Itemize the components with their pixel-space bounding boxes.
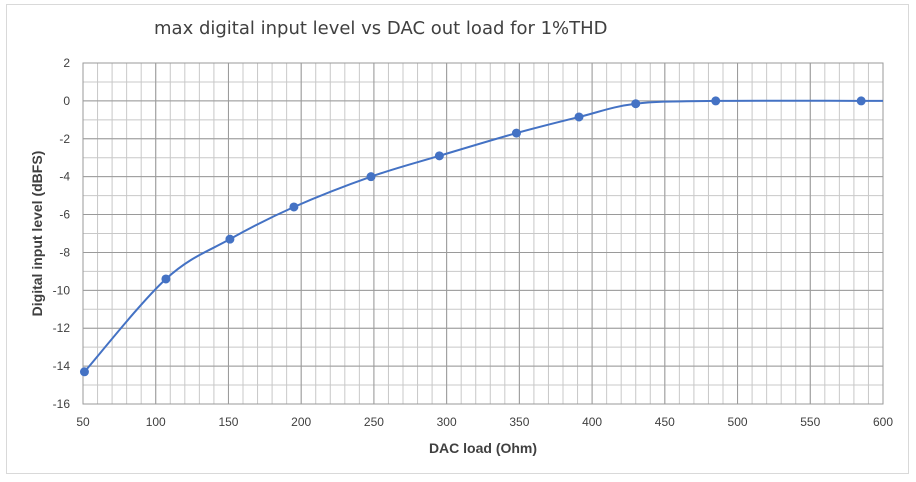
x-tick-label: 550 xyxy=(800,415,820,429)
data-point xyxy=(631,99,641,109)
x-tick-label: 450 xyxy=(655,415,675,429)
x-tick-label: 50 xyxy=(76,415,90,429)
y-tick-label: -6 xyxy=(59,208,70,222)
data-point xyxy=(711,96,721,106)
data-point xyxy=(289,202,299,212)
y-tick-label: -12 xyxy=(53,321,71,335)
x-tick-label: 600 xyxy=(873,415,893,429)
y-tick-label: -4 xyxy=(59,170,70,184)
data-point xyxy=(856,96,866,106)
chart-title: max digital input level vs DAC out load … xyxy=(154,18,608,39)
y-tick-label: -8 xyxy=(59,245,70,259)
data-point xyxy=(225,234,235,244)
grid xyxy=(82,62,884,405)
y-tick-label: -10 xyxy=(53,283,71,297)
plot-border xyxy=(82,62,884,405)
data-point xyxy=(574,112,584,122)
data-point xyxy=(366,172,376,182)
series-layer xyxy=(79,96,883,377)
x-tick-label: 200 xyxy=(291,415,311,429)
x-tick-label: 500 xyxy=(728,415,748,429)
y-tick-label: -2 xyxy=(59,132,70,146)
y-axis-title: Digital input level (dBFS) xyxy=(29,151,45,317)
data-point xyxy=(79,367,89,377)
x-axis-title: DAC load (Ohm) xyxy=(429,440,537,456)
data-point xyxy=(161,274,171,284)
y-tick-label: 2 xyxy=(63,56,70,70)
x-tick-label: 350 xyxy=(509,415,529,429)
x-tick-label: 400 xyxy=(582,415,602,429)
x-tick-label: 300 xyxy=(437,415,457,429)
x-tick-label: 250 xyxy=(364,415,384,429)
data-point xyxy=(434,151,444,161)
x-tick-label: 150 xyxy=(218,415,238,429)
y-tick-label: -16 xyxy=(53,397,71,411)
x-tick-label: 100 xyxy=(146,415,166,429)
data-point xyxy=(511,128,521,138)
axes: 50 100 150 200 250 300 350 400 450 500 550 600 2 0 -2 -… xyxy=(53,56,894,429)
y-tick-label: -14 xyxy=(53,359,71,373)
series-line xyxy=(83,99,883,373)
y-tick-label: 0 xyxy=(63,94,70,108)
